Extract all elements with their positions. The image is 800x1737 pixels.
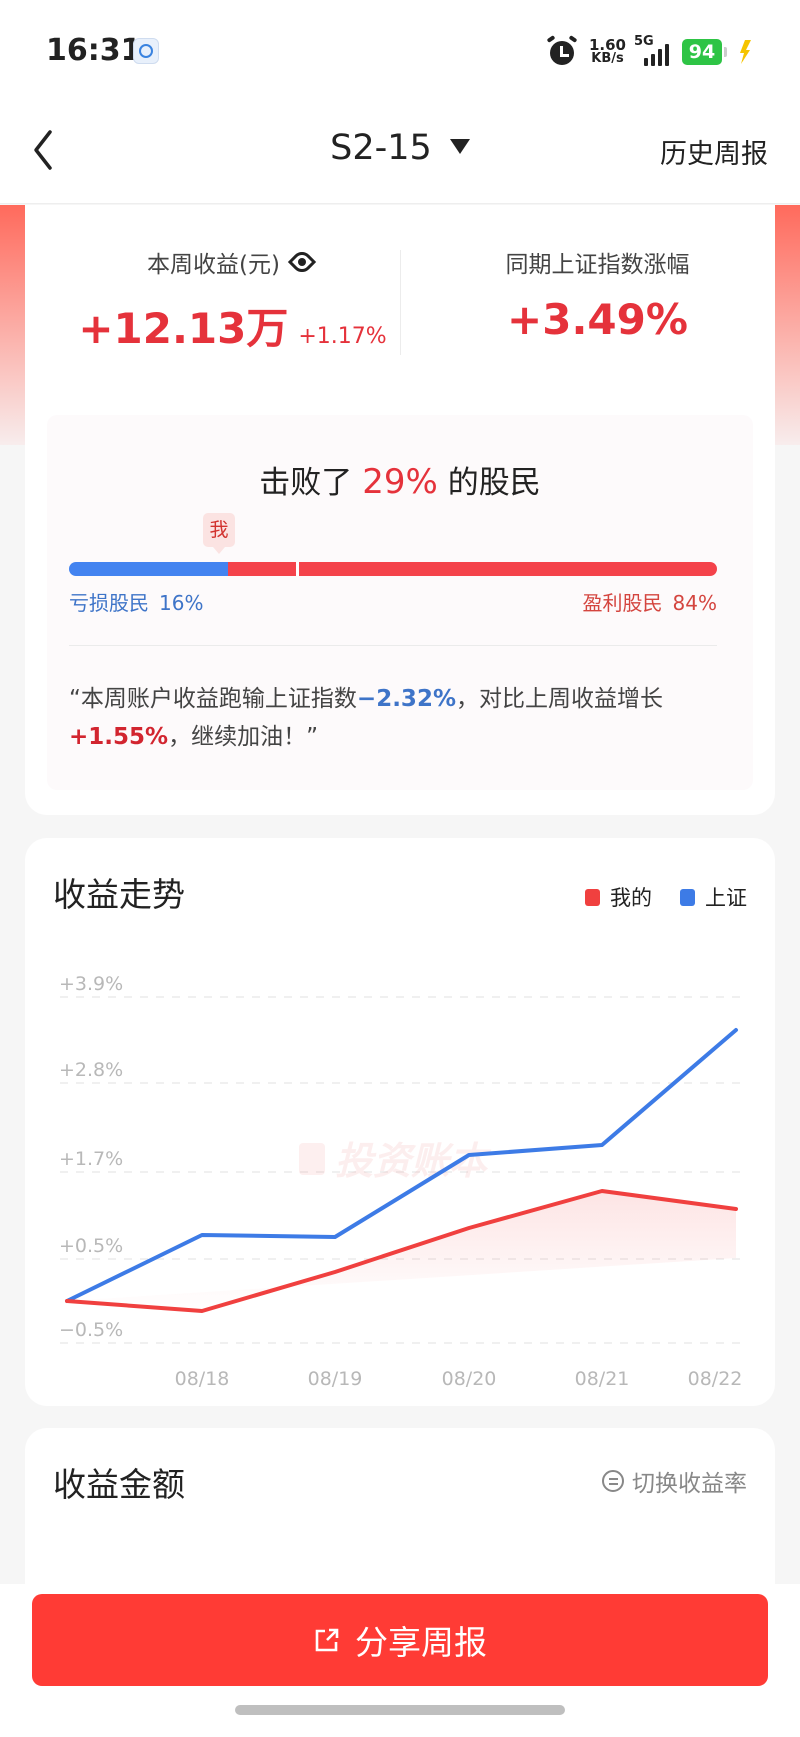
- app-notification-icon: [133, 38, 159, 64]
- share-label: 分享周报: [355, 1623, 487, 1662]
- svg-text:+1.7%: +1.7%: [59, 1148, 123, 1170]
- svg-text:−0.5%: −0.5%: [59, 1319, 123, 1341]
- svg-text:08/20: 08/20: [442, 1368, 497, 1390]
- legend-item-mine: 我的: [585, 882, 652, 912]
- beat-title: 击败了 29% 的股民: [47, 457, 753, 502]
- alarm-icon: [546, 35, 578, 67]
- svg-text:+2.8%: +2.8%: [59, 1059, 123, 1081]
- svg-text:08/21: 08/21: [575, 1368, 630, 1390]
- index-change: 同期上证指数涨幅 +3.49%: [420, 245, 775, 344]
- back-icon[interactable]: [26, 126, 66, 176]
- quote-growth: +1.55%: [69, 724, 169, 750]
- amount-title: 收益金额: [53, 1465, 185, 1504]
- loss-pct: 16%: [159, 591, 204, 615]
- status-icons: 1.60 KB/s 5G 94: [546, 34, 756, 70]
- switch-icon: [602, 1470, 624, 1492]
- period-title: S2-15: [330, 128, 432, 168]
- switch-to-rate-button[interactable]: 切换收益率: [602, 1464, 747, 1498]
- ranking-labels: 亏损股民 16% 盈利股民 84%: [69, 587, 717, 616]
- charging-icon: [740, 40, 751, 64]
- svg-text:投资账本: 投资账本: [335, 1139, 492, 1183]
- decor-gradient-right: [775, 205, 800, 445]
- me-marker-tag: 我: [203, 513, 235, 554]
- home-indicator[interactable]: [235, 1705, 565, 1715]
- weekly-profit-label: 本周收益(元): [147, 252, 280, 278]
- svg-text:+3.9%: +3.9%: [59, 973, 123, 995]
- index-change-label: 同期上证指数涨幅: [505, 252, 690, 278]
- summary-quote: “本周账户收益跑输上证指数−2.32%，对比上周收益增长 +1.55%，继续加油！…: [69, 680, 729, 756]
- my-series-line: [65, 1189, 738, 1313]
- dropdown-triangle-icon: [449, 138, 470, 154]
- x-axis-labels: 08/18 08/19 08/20 08/21 08/22: [175, 1368, 743, 1390]
- svg-text:+0.5%: +0.5%: [59, 1235, 123, 1257]
- loss-segment: [69, 562, 228, 576]
- index-change-value: +3.49%: [507, 295, 688, 344]
- battery-level: 94: [688, 41, 716, 63]
- bottom-bar: 分享周报: [0, 1584, 800, 1737]
- legend-swatch-red: [585, 888, 600, 906]
- y-axis-labels: +3.9% +2.8% +1.7% +0.5% −0.5%: [59, 973, 123, 1341]
- battery-icon: 94: [682, 39, 727, 65]
- quote-text: ，继续加油！”: [168, 724, 318, 750]
- signal-icon: 5G: [634, 34, 674, 68]
- share-report-button[interactable]: 分享周报: [32, 1594, 768, 1686]
- trend-title: 收益走势: [53, 875, 185, 914]
- svg-text:08/22: 08/22: [688, 1368, 743, 1390]
- ranking-bar: [69, 562, 717, 576]
- weekly-profit: 本周收益(元) +12.13万 +1.17%: [65, 245, 400, 356]
- weekly-profit-value: +12.13万: [78, 304, 289, 353]
- chart-legend: 我的 上证: [585, 882, 747, 912]
- legend-label: 上证: [705, 886, 747, 910]
- network-type: 5G: [634, 34, 654, 49]
- trend-chart: +3.9% +2.8% +1.7% +0.5% −0.5% 投资账本 08/18…: [59, 973, 745, 1390]
- switch-label: 切换收益率: [632, 1471, 747, 1497]
- history-reports-link[interactable]: 历史周报: [660, 139, 768, 170]
- gain-segment: [227, 562, 717, 576]
- svg-text:08/19: 08/19: [308, 1368, 363, 1390]
- quote-text: ，对比上周收益增长: [456, 686, 663, 712]
- beat-percent: 29%: [362, 462, 438, 502]
- weekly-profit-pct: +1.17%: [298, 324, 387, 349]
- legend-swatch-blue: [680, 888, 695, 906]
- svg-text:08/18: 08/18: [175, 1368, 230, 1390]
- decor-gradient-left: [0, 205, 25, 445]
- legend-item-index: 上证: [680, 882, 747, 912]
- navbar: S2-15 历史周报: [0, 100, 800, 204]
- ranking-box: 击败了 29% 的股民 我 亏损股民 16% 盈利股民 84% “本周账户收益跑输上证指…: [47, 415, 753, 790]
- trend-card: +3.9% +2.8% +1.7% +0.5% −0.5% 投资账本 08/18…: [25, 838, 775, 1406]
- summary-card: 本周收益(元) +12.13万 +1.17% 同期上证指数涨幅 +3.49% 击败…: [25, 205, 775, 815]
- me-marker: [295, 562, 299, 576]
- watermark: 投资账本: [299, 1139, 492, 1183]
- status-bar: 16:31 1.60 KB/s 5G 94: [0, 0, 800, 100]
- net-speed-value: 1.60: [588, 36, 626, 54]
- net-speed: 1.60 KB/s: [589, 38, 626, 66]
- gain-pct: 84%: [672, 591, 717, 615]
- net-speed-unit: KB/s: [591, 51, 624, 66]
- index-series-line: [65, 1028, 738, 1303]
- divider: [400, 250, 401, 355]
- period-selector[interactable]: S2-15: [0, 128, 800, 168]
- legend-label: 我的: [610, 886, 652, 910]
- gain-label: 盈利股民: [582, 591, 663, 615]
- quote-text: “本周账户收益跑输上证指数: [69, 686, 357, 712]
- share-icon: [315, 1628, 339, 1652]
- loss-label: 亏损股民: [69, 591, 149, 615]
- status-time: 16:31: [46, 33, 142, 68]
- beat-suffix: 的股民: [447, 465, 541, 501]
- beat-prefix: 击败了: [259, 465, 353, 501]
- eye-icon[interactable]: [290, 252, 318, 272]
- quote-diff: −2.32%: [356, 686, 456, 712]
- divider: [69, 645, 717, 646]
